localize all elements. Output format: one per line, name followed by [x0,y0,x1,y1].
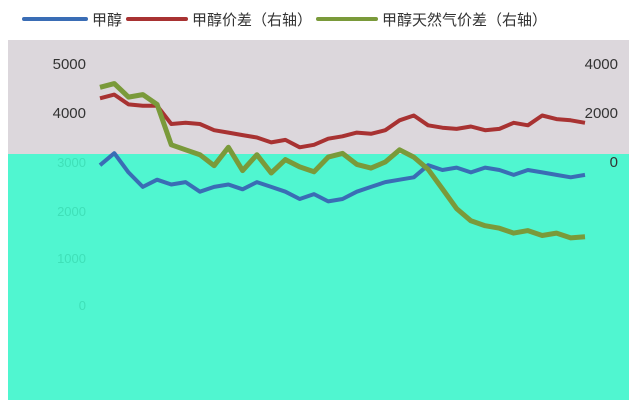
legend-label-methanol: 甲醇 [92,10,123,29]
series-line-1 [99,92,586,150]
legend-swatch-methanol-spread [126,17,189,21]
right-axis-tick: 4000 [585,56,618,73]
series-line-2 [99,81,586,241]
left-axis-tick: 5000 [53,56,86,73]
left-axis-tick: 1000 [57,251,86,266]
legend-item-methanol-spread: 甲醇价差（右轴） [126,9,312,30]
right-axis-tick: 0 [610,154,618,171]
series-line-0 [98,151,586,204]
left-axis-tick: 0 [79,298,86,313]
legend-swatch-gas-spread [316,17,379,21]
legend-item-methanol: 甲醇 [22,9,122,30]
legend-label-methanol-spread: 甲醇价差（右轴） [192,10,313,29]
left-axis-ticks: 5000 4000 3000 2000 1000 0 [53,56,86,313]
right-axis-tick: 2000 [585,105,618,122]
legend: 甲醇 甲醇价差（右轴） 甲醇天然气价差（右轴） [0,0,637,38]
left-axis-tick: 3000 [57,155,86,170]
legend-label-gas-spread: 甲醇天然气价差（右轴） [382,10,548,29]
series-lines [98,81,586,241]
left-axis-tick: 2000 [57,204,86,219]
legend-swatch-methanol [22,17,88,21]
left-axis-tick: 4000 [53,105,86,122]
right-axis-ticks: 4000 2000 0 [585,56,618,171]
legend-item-gas-spread: 甲醇天然气价差（右轴） [316,9,547,30]
